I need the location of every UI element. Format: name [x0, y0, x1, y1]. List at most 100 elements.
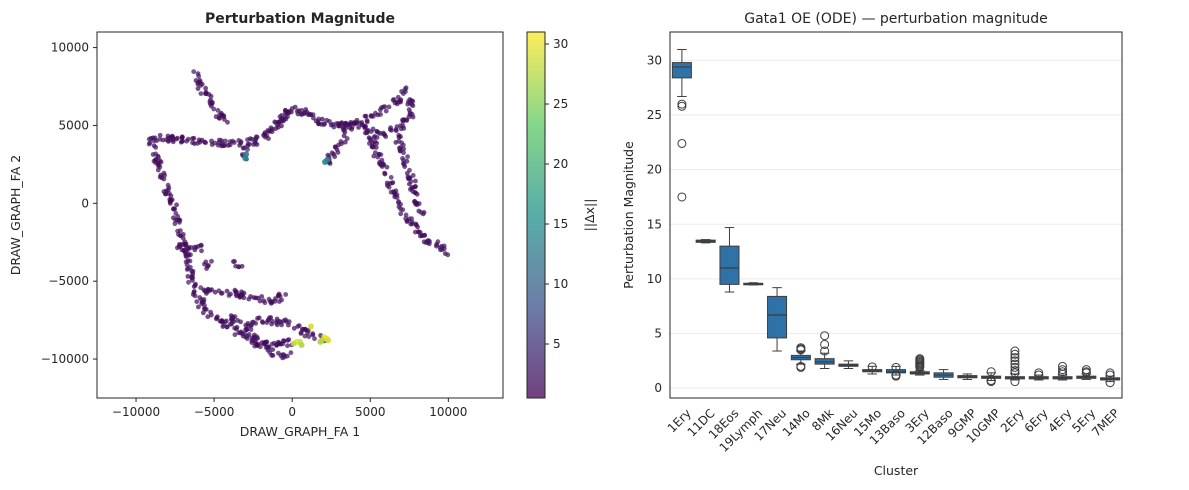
scatter-point: [197, 78, 203, 83]
scatter-x-tick-label: 10000: [429, 405, 467, 419]
scatter-highlight-point: [325, 337, 332, 344]
box-flier: [1058, 365, 1068, 375]
box-4Ery: [1052, 361, 1073, 381]
box-iqr: [767, 295, 788, 339]
scatter-point: [185, 274, 191, 279]
scatter-point: [286, 319, 292, 325]
scatter-point: [238, 319, 244, 325]
box-flier: [1010, 356, 1020, 366]
scatter-point: [245, 333, 251, 339]
scatter-point: [249, 320, 255, 325]
scatter-point: [259, 319, 265, 325]
scatter-point: [201, 297, 207, 302]
scatter-point: [279, 322, 284, 328]
scatter-point: [224, 288, 230, 294]
scatter-point: [414, 191, 420, 197]
box-flier: [796, 345, 806, 355]
scatter-point: [248, 327, 254, 332]
scatter-point: [398, 97, 404, 103]
box-6Ery: [1028, 368, 1049, 381]
colorbar-tick-label: 10: [553, 277, 568, 291]
scatter-point: [413, 184, 418, 189]
box-flier: [1010, 353, 1020, 363]
scatter-highlight-point: [317, 338, 324, 345]
scatter-point: [219, 138, 225, 144]
scatter-point: [289, 109, 294, 115]
box-x-tick-label: 6Ery: [1022, 406, 1051, 435]
scatter-point: [413, 178, 418, 184]
scatter-point: [232, 332, 238, 338]
scatter-point: [445, 252, 451, 258]
scatter-point: [180, 232, 186, 237]
scatter-point: [239, 293, 245, 298]
scatter-point: [299, 112, 305, 117]
scatter-point: [184, 267, 190, 272]
scatter-point: [203, 85, 209, 91]
box-y-tick-label: 15: [647, 217, 662, 231]
box-y-tick-label: 0: [654, 381, 662, 395]
box-x-ticks: 1Ery11DC18Eos19Lymph17Neu14Mo8Mk16Neu15M…: [665, 406, 1122, 455]
scatter-point: [244, 327, 250, 333]
scatter-point: [362, 113, 368, 119]
box-y-tick-label: 25: [647, 108, 662, 122]
scatter-point: [404, 219, 410, 224]
box-flier: [1010, 368, 1020, 378]
colorbar-tick-label: 25: [553, 97, 568, 111]
scatter-point: [179, 135, 185, 140]
scatter-point: [374, 140, 380, 146]
scatter-highlight-point: [307, 323, 314, 330]
scatter-plot-frame: [96, 31, 504, 399]
scatter-point: [247, 136, 253, 142]
scatter-point: [404, 118, 410, 123]
box-18Eos: [719, 227, 740, 293]
scatter-point: [192, 244, 198, 250]
box-flier: [1105, 378, 1115, 388]
scatter-point: [222, 117, 227, 122]
box-flier: [891, 371, 901, 381]
scatter-point: [296, 108, 302, 113]
scatter-y-tick-label: 10000: [51, 41, 89, 55]
scatter-point: [156, 162, 162, 168]
scatter-point: [319, 116, 325, 122]
scatter-point: [165, 187, 171, 193]
scatter-point: [344, 136, 350, 141]
box-17Neu: [767, 287, 788, 352]
scatter-point: [191, 289, 197, 294]
scatter-point: [221, 322, 227, 328]
box-flier: [820, 346, 830, 356]
scatter-point: [186, 253, 192, 258]
scatter-point: [190, 136, 195, 141]
scatter-point: [195, 71, 201, 76]
scatter-point: [203, 91, 209, 97]
box-flier: [1034, 368, 1044, 378]
scatter-point: [306, 334, 312, 339]
scatter-y-label: DRAW_GRAPH_FA 2: [8, 155, 23, 275]
box-flier: [986, 376, 996, 386]
scatter-point: [168, 197, 174, 203]
colorbar-tick-label: 20: [553, 157, 568, 171]
box-flier: [677, 138, 687, 148]
scatter-point: [196, 137, 202, 143]
scatter-point: [186, 279, 191, 285]
scatter-point: [251, 295, 257, 300]
colorbar-gradient: [527, 32, 545, 398]
scatter-point: [150, 152, 156, 157]
scatter-point: [403, 212, 409, 218]
box-flier: [796, 343, 806, 353]
scatter-point: [410, 173, 416, 178]
scatter-point: [268, 125, 274, 131]
scatter-point: [245, 321, 251, 326]
box-y-tick-label: 10: [647, 272, 662, 286]
scatter-point: [274, 316, 280, 322]
box-flier: [1105, 368, 1115, 378]
scatter-point: [236, 264, 241, 270]
scatter-point: [426, 238, 431, 243]
box-iqr: [671, 62, 692, 79]
scatter-point: [383, 134, 389, 140]
scatter-point: [222, 142, 228, 148]
scatter-point: [305, 328, 311, 333]
scatter-highlight-point: [243, 151, 250, 158]
box-flier: [1081, 365, 1091, 375]
scatter-point: [250, 337, 256, 343]
scatter-point: [368, 129, 374, 135]
